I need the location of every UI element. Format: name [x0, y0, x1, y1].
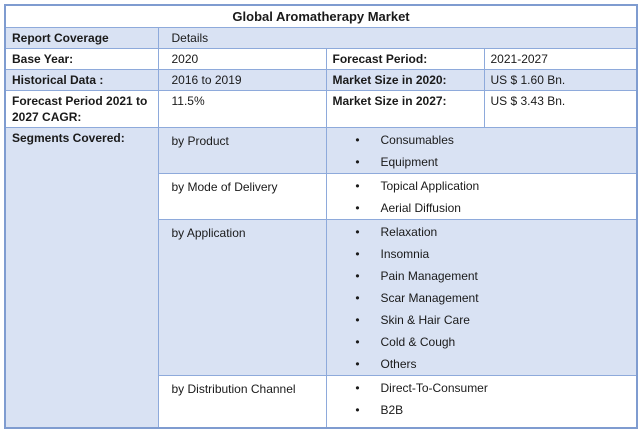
report-coverage-table: Global Aromatherapy Market Report Covera…	[4, 4, 639, 429]
list-item: • Topical Application	[327, 175, 636, 197]
base-year-value: 2020	[157, 48, 327, 70]
segment-item-label: Topical Application	[380, 179, 480, 193]
bullet-icon: •	[355, 381, 360, 395]
segment-group-application: by Application	[157, 219, 327, 376]
table-title: Global Aromatherapy Market	[4, 4, 638, 28]
list-item: • Cold & Cough	[327, 331, 636, 353]
segment-items-mode-of-delivery: • Topical Application • Aerial Diffusion	[325, 173, 638, 220]
segment-item-label: Aerial Diffusion	[380, 201, 461, 215]
cagr-label: Forecast Period 2021 to 2027 CAGR:	[4, 90, 159, 128]
segment-item-label: Scar Management	[380, 291, 479, 305]
report-coverage-value: Details	[157, 27, 638, 49]
bullet-icon: •	[355, 335, 360, 349]
list-item: • Pain Management	[327, 265, 636, 287]
historical-data-value: 2016 to 2019	[157, 69, 327, 91]
segment-items-product: • Consumables • Equipment	[325, 127, 638, 174]
segment-items-distribution-channel: • Direct-To-Consumer • B2B	[325, 375, 638, 428]
market-size-2020-value: US $ 1.60 Bn.	[483, 69, 638, 91]
bullet-icon: •	[355, 247, 360, 261]
segment-item-label: Relaxation	[380, 225, 438, 239]
segment-items-application: • Relaxation • Insomnia • Pain Management •…	[325, 219, 638, 376]
segment-item-label: Pain Management	[380, 269, 478, 283]
market-size-2027-label: Market Size in 2027:	[325, 90, 485, 128]
list-item: • B2B	[327, 399, 636, 421]
market-size-2027-value: US $ 3.43 Bn.	[483, 90, 638, 128]
list-item: • Scar Management	[327, 287, 636, 309]
list-item: • Skin & Hair Care	[327, 309, 636, 331]
segment-group-product: by Product	[157, 127, 327, 174]
list-item: • Others	[327, 353, 636, 375]
segment-item-label: Others	[380, 357, 417, 371]
bullet-icon: •	[355, 133, 360, 147]
segment-item-label: Cold & Cough	[380, 335, 456, 349]
forecast-period-value: 2021-2027	[483, 48, 638, 70]
segment-group-distribution-channel: by Distribution Channel	[157, 375, 327, 428]
bullet-icon: •	[355, 357, 360, 371]
bullet-icon: •	[355, 225, 360, 239]
segment-item-label: Skin & Hair Care	[380, 313, 470, 327]
segment-item-label: Insomnia	[380, 247, 430, 261]
segments-covered-label: Segments Covered:	[4, 127, 159, 428]
bullet-icon: •	[355, 291, 360, 305]
cagr-value: 11.5%	[157, 90, 327, 128]
segment-item-label: B2B	[380, 403, 404, 417]
bullet-icon: •	[355, 155, 360, 169]
list-item: • Aerial Diffusion	[327, 197, 636, 219]
segment-group-mode-of-delivery: by Mode of Delivery	[157, 173, 327, 220]
bullet-icon: •	[355, 201, 360, 215]
bullet-icon: •	[355, 403, 360, 417]
segment-item-label: Consumables	[380, 133, 454, 147]
segment-item-label: Direct-To-Consumer	[380, 381, 488, 395]
list-item: • Consumables	[327, 129, 636, 151]
list-item: • Relaxation	[327, 221, 636, 243]
historical-data-label: Historical Data :	[4, 69, 159, 91]
bullet-icon: •	[355, 179, 360, 193]
list-item: • Insomnia	[327, 243, 636, 265]
list-item: • Equipment	[327, 151, 636, 173]
bullet-icon: •	[355, 313, 360, 327]
forecast-period-label: Forecast Period:	[325, 48, 485, 70]
segment-item-label: Equipment	[380, 155, 438, 169]
list-item: • Direct-To-Consumer	[327, 377, 636, 399]
base-year-label: Base Year:	[4, 48, 159, 70]
bullet-icon: •	[355, 269, 360, 283]
market-size-2020-label: Market Size in 2020:	[325, 69, 485, 91]
report-coverage-label: Report Coverage	[4, 27, 159, 49]
